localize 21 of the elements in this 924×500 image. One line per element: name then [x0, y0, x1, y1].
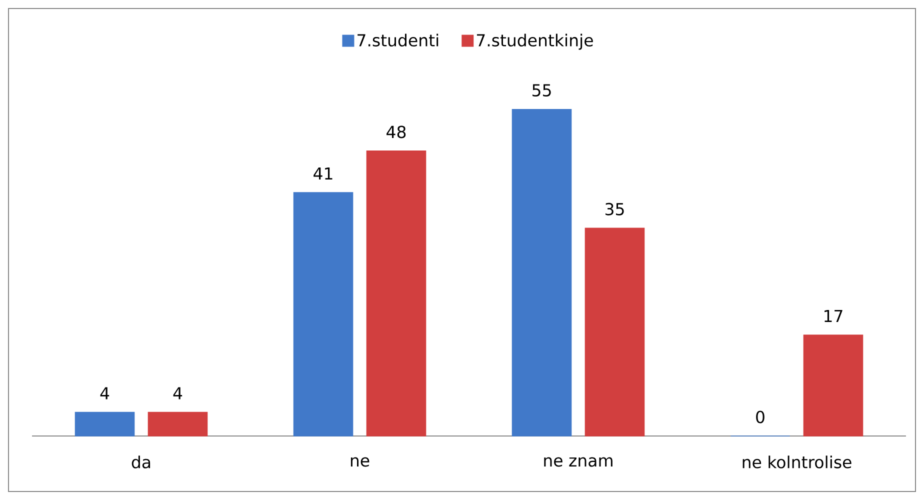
- bar: [148, 412, 208, 436]
- legend-label: 7.studentkinje: [476, 34, 593, 50]
- data-label: 35: [606, 202, 624, 216]
- x-tick-label: ne: [350, 457, 370, 467]
- data-label: 17: [824, 310, 842, 322]
- x-tick-label: ne kolntrolise: [742, 456, 852, 468]
- bar: [584, 228, 645, 436]
- data-label: 41: [314, 168, 332, 180]
- data-label: 48: [386, 126, 406, 138]
- legend-label: 7.studenti: [358, 34, 438, 47]
- bar: [366, 150, 426, 436]
- bar: [293, 192, 354, 436]
- bar: [803, 334, 864, 436]
- x-tick-label: ne znam: [544, 457, 612, 467]
- data-label: 55: [532, 84, 551, 97]
- data-label: 0: [756, 410, 764, 424]
- bar: [512, 108, 572, 436]
- bar: [74, 412, 135, 436]
- data-label: 4: [100, 387, 110, 400]
- x-tick-label: da: [132, 456, 150, 468]
- data-label: 4: [173, 387, 182, 400]
